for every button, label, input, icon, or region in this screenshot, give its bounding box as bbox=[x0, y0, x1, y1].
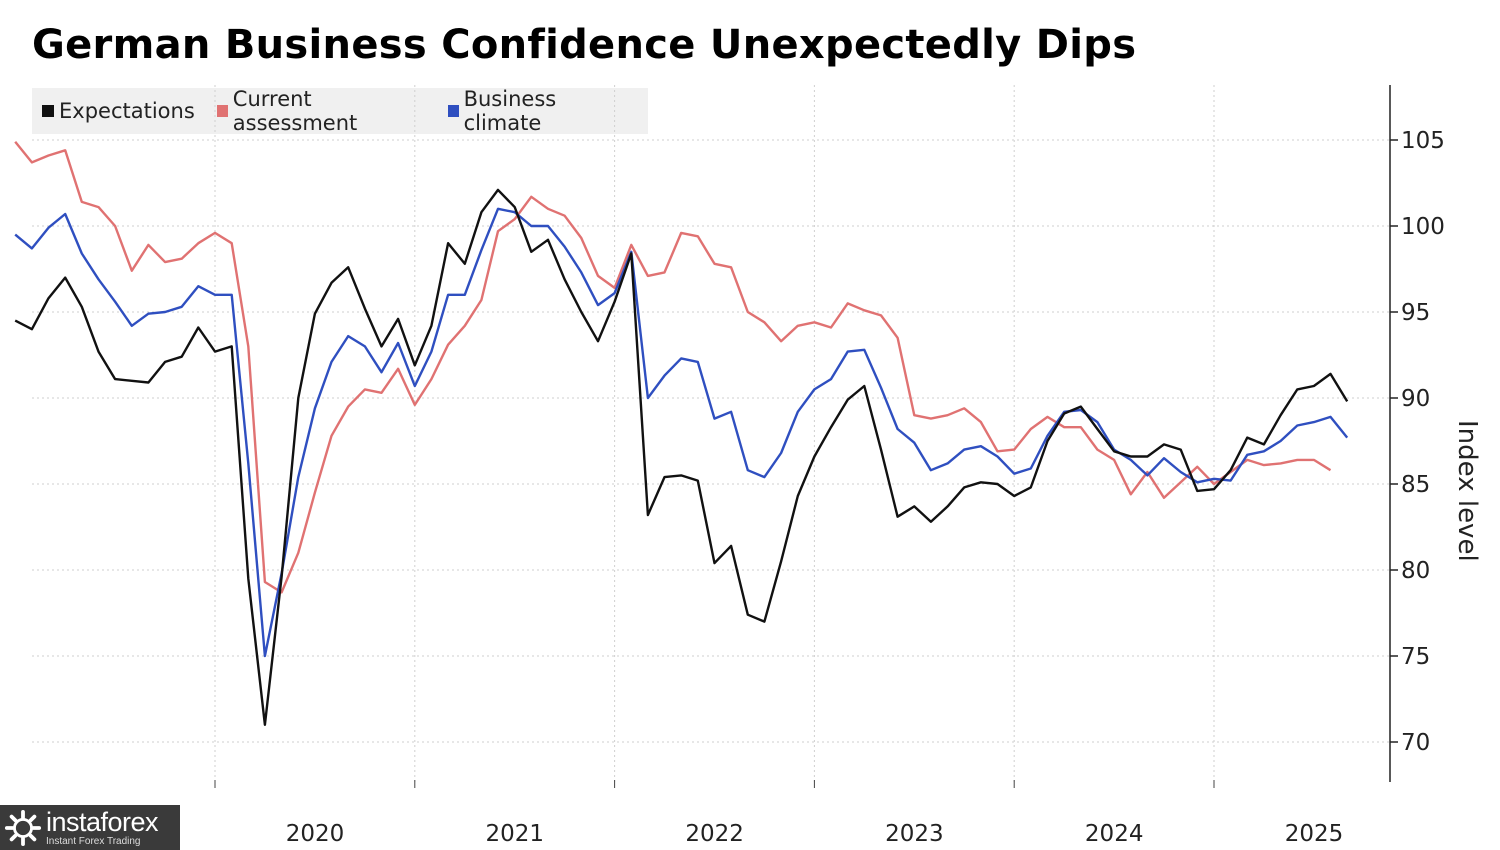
x-tick-label-2025: 2025 bbox=[1285, 821, 1344, 847]
y-tick-label-100: 100 bbox=[1401, 214, 1445, 240]
instaforex-watermark: instaforex Instant Forex Trading bbox=[0, 805, 180, 850]
series-line-expectations bbox=[14, 188, 1349, 726]
legend-swatch-business-climate bbox=[447, 105, 459, 117]
y-tick-label-95: 95 bbox=[1401, 300, 1430, 326]
legend-item-business-climate: Business climate bbox=[447, 87, 626, 135]
y-tick-label-85: 85 bbox=[1401, 472, 1430, 498]
y-tick-label-90: 90 bbox=[1401, 386, 1430, 412]
y-tick-label-105: 105 bbox=[1401, 128, 1445, 154]
legend-label-business-climate: Business climate bbox=[463, 87, 557, 135]
series-line-current-assessment bbox=[14, 140, 1332, 594]
x-tick-label-2023: 2023 bbox=[885, 821, 944, 847]
legend-swatch-expectations bbox=[42, 105, 54, 117]
y-tick-label-75: 75 bbox=[1401, 644, 1430, 670]
legend-item-expectations: Expectations bbox=[42, 99, 195, 123]
legend-label-current-assessment: Current assessment bbox=[232, 87, 358, 135]
x-tick-label-2020: 2020 bbox=[286, 821, 345, 847]
legend-label-expectations: Expectations bbox=[59, 99, 195, 123]
y-axis-label: Index level bbox=[1452, 420, 1482, 562]
x-tick-label-2024: 2024 bbox=[1085, 821, 1144, 847]
instaforex-logo-icon bbox=[4, 809, 42, 846]
chart-title: German Business Confidence Unexpectedly … bbox=[32, 22, 1137, 68]
legend-swatch-current-assessment bbox=[216, 105, 228, 117]
series-line-business-climate bbox=[14, 207, 1349, 658]
x-tick-label-2022: 2022 bbox=[685, 821, 744, 847]
watermark-tagline: Instant Forex Trading bbox=[46, 835, 141, 847]
x-tick-label-2021: 2021 bbox=[486, 821, 545, 847]
y-tick-label-70: 70 bbox=[1401, 730, 1430, 756]
legend-item-current-assessment: Current assessment bbox=[216, 87, 426, 135]
y-tick-label-80: 80 bbox=[1401, 558, 1430, 584]
watermark-brand: instaforex bbox=[46, 806, 159, 837]
chart-legend: Expectations Current assessment Business… bbox=[32, 87, 648, 135]
